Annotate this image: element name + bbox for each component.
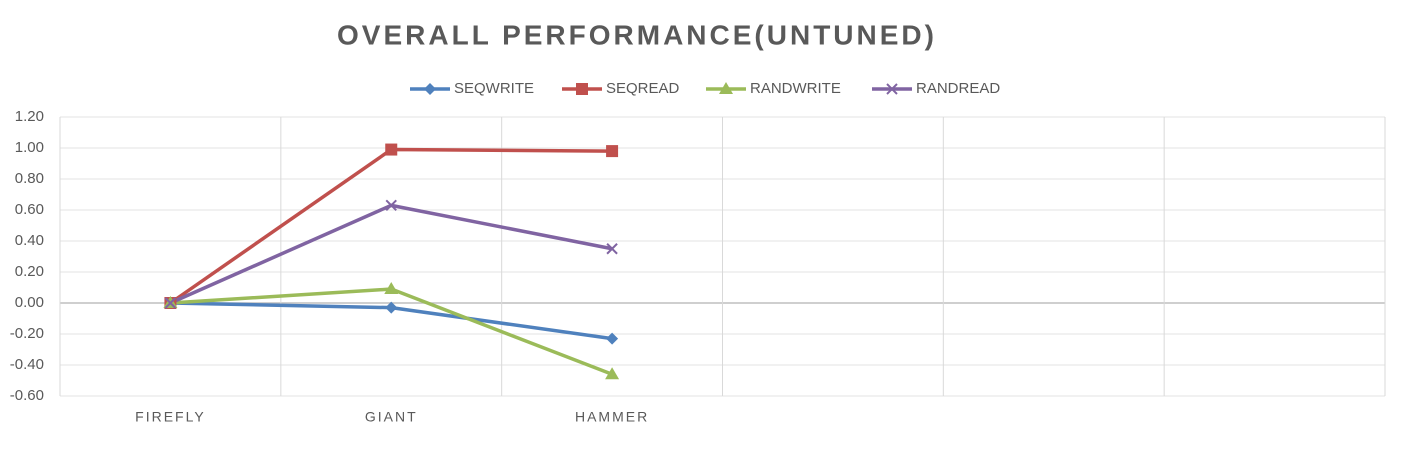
chart-title: OVERALL PERFORMANCE(UNTUNED) [337,19,937,50]
y-tick-label: 0.00 [15,294,44,311]
y-tick-label: 0.60 [15,201,44,218]
y-tick-label: 0.20 [15,263,44,280]
data-point [164,297,177,309]
legend-label: SEQWRITE [454,80,534,97]
y-tick-label: -0.60 [10,387,44,404]
data-point [385,143,398,156]
series-line [169,147,613,305]
y-tick-label: 0.80 [15,170,44,187]
data-point [606,332,619,345]
data-point [605,367,620,380]
data-point [606,243,618,255]
data-point [384,282,399,295]
data-point [385,301,398,314]
y-tick-label: 1.00 [15,139,44,156]
legend-marker [576,83,588,95]
legend-marker [719,82,733,94]
y-tick-label: 1.20 [15,108,44,125]
legend-label: RANDWRITE [750,80,841,97]
y-tick-label: -0.40 [10,356,44,373]
y-tick-label: -0.20 [10,325,44,342]
legend-label: SEQREAD [606,80,680,97]
x-tick-label: GIANT [365,409,418,425]
legend-label: RANDREAD [916,80,1000,97]
legend-marker [886,83,898,95]
x-tick-label: FIREFLY [135,409,206,425]
legend-marker [424,83,436,95]
y-tick-label: 0.40 [15,232,44,249]
x-tick-label: HAMMER [575,409,649,425]
data-point [606,145,619,158]
data-point [385,199,397,212]
